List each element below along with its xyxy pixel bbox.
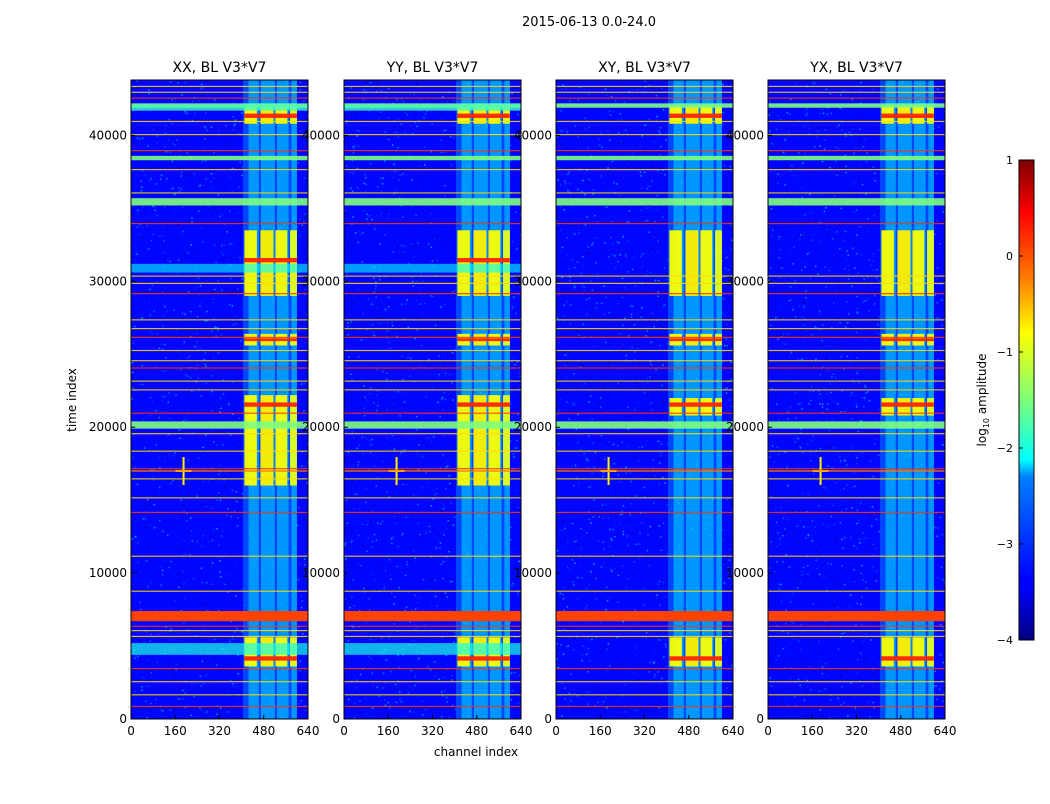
y-tick-label: 40000 [514, 128, 552, 142]
panel-title: XX, BL V3*V7 [173, 60, 267, 76]
x-tick-label: 480 [252, 724, 275, 738]
colorbar-label-subscript: 10 [982, 418, 991, 428]
y-tick-label: 30000 [514, 274, 552, 288]
panel-1: XX, BL V3*V7 0 160 320 480 640 0 10000 20000 3000… [89, 60, 320, 738]
colorbar-tick-label: 0 [1006, 250, 1013, 263]
y-tick-label: 10000 [726, 566, 764, 580]
panel-2: YY, BL V3*V7 0 160 320 480 640 0 10000 20000 3000… [302, 60, 533, 738]
x-tick-label: 160 [801, 724, 824, 738]
y-tick-label: 0 [756, 712, 764, 726]
x-tick-label: 640 [934, 724, 957, 738]
x-axis-label: channel index [434, 745, 518, 759]
x-tick-label: 160 [164, 724, 187, 738]
colorbar-tick-label: −2 [997, 442, 1013, 455]
x-tick-label: 320 [633, 724, 656, 738]
x-tick-label: 0 [340, 724, 348, 738]
colorbar-tick-label: −4 [997, 634, 1013, 647]
x-tick-label: 160 [589, 724, 612, 738]
y-tick-label: 0 [544, 712, 552, 726]
y-tick-label: 0 [119, 712, 127, 726]
panel-title: YX, BL V3*V7 [809, 60, 903, 76]
x-tick-label: 0 [764, 724, 772, 738]
x-tick-label: 160 [377, 724, 400, 738]
panels: XX, BL V3*V7 0 160 320 480 640 0 10000 20000 3000… [89, 60, 957, 738]
x-tick-label: 640 [510, 724, 533, 738]
figure-suptitle: 2015-06-13 0.0-24.0 [522, 15, 656, 30]
colorbar-tick-label: −1 [997, 346, 1013, 359]
y-tick-label: 40000 [89, 128, 127, 142]
colorbar-label: log10 amplitude [975, 354, 991, 447]
panel-4: YX, BL V3*V7 0 160 320 480 640 0 10000 20000 3000… [726, 60, 957, 738]
y-axis-label: time index [65, 368, 79, 432]
x-tick-label: 0 [552, 724, 560, 738]
y-tick-label: 40000 [302, 128, 340, 142]
x-tick-label: 640 [297, 724, 320, 738]
colorbar-label-rest: amplitude [975, 354, 989, 418]
y-tick-label: 20000 [89, 420, 127, 434]
y-tick-label: 30000 [726, 274, 764, 288]
x-tick-label: 480 [889, 724, 912, 738]
heatmap-image-1 [131, 80, 309, 720]
x-tick-label: 320 [421, 724, 444, 738]
y-tick-label: 0 [332, 712, 340, 726]
colorbar-label-main: log [975, 428, 989, 446]
colorbar-tick-label: 1 [1006, 154, 1013, 167]
colorbar: 10−1−2−3−4 log10 amplitude [975, 154, 1034, 647]
colorbar-tick-label: −3 [997, 538, 1013, 551]
x-tick-label: 320 [845, 724, 868, 738]
panel-title: XY, BL V3*V7 [598, 60, 691, 76]
y-tick-label: 30000 [302, 274, 340, 288]
x-tick-label: 0 [127, 724, 135, 738]
panel-3: XY, BL V3*V7 0 160 320 480 640 0 10000 20000 3000… [514, 60, 745, 738]
y-tick-label: 40000 [726, 128, 764, 142]
heatmap-image-4 [768, 80, 946, 719]
y-tick-label: 30000 [89, 274, 127, 288]
y-tick-label: 10000 [302, 566, 340, 580]
x-tick-label: 640 [722, 724, 745, 738]
heatmap-image-3 [556, 80, 734, 720]
panel-title: YY, BL V3*V7 [386, 60, 479, 76]
x-tick-label: 320 [208, 724, 231, 738]
y-tick-label: 20000 [514, 420, 552, 434]
colorbar-gradient [1019, 160, 1034, 640]
x-tick-label: 480 [465, 724, 488, 738]
y-tick-label: 20000 [726, 420, 764, 434]
heatmap-image-2 [344, 80, 522, 720]
y-tick-label: 20000 [302, 420, 340, 434]
x-tick-label: 480 [677, 724, 700, 738]
y-tick-label: 10000 [89, 566, 127, 580]
y-tick-label: 10000 [514, 566, 552, 580]
